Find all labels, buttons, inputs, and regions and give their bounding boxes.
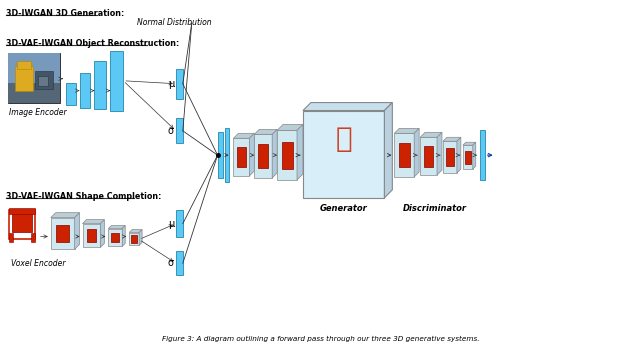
Bar: [51, 218, 75, 249]
Bar: [463, 145, 473, 169]
Bar: [420, 137, 437, 175]
Polygon shape: [100, 220, 104, 247]
Bar: [35, 71, 52, 89]
Polygon shape: [414, 128, 419, 177]
Text: Image Encoder: Image Encoder: [9, 108, 67, 117]
Bar: [176, 210, 183, 237]
Polygon shape: [443, 137, 461, 141]
Bar: [129, 233, 139, 245]
Text: Discriminator: Discriminator: [403, 204, 467, 213]
Bar: [424, 146, 433, 166]
Polygon shape: [234, 133, 254, 138]
Text: Generator: Generator: [320, 204, 367, 213]
Text: 3D-VAE-IWGAN Shape Completion:: 3D-VAE-IWGAN Shape Completion:: [6, 192, 161, 201]
Text: Voxel Encoder: Voxel Encoder: [11, 259, 65, 268]
Bar: [56, 225, 69, 242]
Polygon shape: [75, 213, 79, 249]
Polygon shape: [437, 132, 442, 175]
Text: 3D-VAE-IWGAN Object Reconstruction:: 3D-VAE-IWGAN Object Reconstruction:: [6, 39, 179, 48]
Bar: [12, 212, 32, 231]
Bar: [15, 66, 33, 91]
Polygon shape: [250, 133, 254, 176]
Bar: [443, 141, 457, 173]
Polygon shape: [51, 213, 79, 218]
Text: μ: μ: [168, 219, 174, 229]
Bar: [83, 224, 100, 247]
Bar: [9, 210, 35, 239]
Bar: [131, 235, 137, 243]
Polygon shape: [272, 129, 277, 178]
Bar: [17, 61, 31, 69]
Bar: [31, 233, 35, 243]
Bar: [9, 208, 35, 214]
Text: Normal Distribution: Normal Distribution: [136, 18, 211, 27]
Bar: [110, 51, 124, 110]
Polygon shape: [297, 125, 303, 180]
Bar: [86, 229, 97, 242]
Polygon shape: [457, 137, 461, 173]
Polygon shape: [254, 129, 277, 134]
Polygon shape: [277, 125, 303, 130]
Bar: [259, 144, 268, 168]
Polygon shape: [463, 142, 476, 145]
Bar: [79, 73, 90, 108]
Text: σ: σ: [168, 258, 174, 268]
Bar: [176, 251, 183, 275]
Bar: [465, 151, 470, 164]
Bar: [38, 76, 48, 86]
Bar: [108, 229, 122, 246]
Bar: [446, 148, 454, 166]
Bar: [399, 143, 410, 167]
Polygon shape: [129, 229, 142, 233]
Bar: [225, 128, 230, 182]
Bar: [234, 138, 250, 176]
Bar: [277, 130, 297, 180]
Bar: [111, 233, 119, 243]
Bar: [237, 147, 246, 167]
Bar: [282, 142, 292, 169]
Bar: [8, 83, 60, 102]
Polygon shape: [83, 220, 104, 224]
Bar: [303, 110, 385, 198]
Polygon shape: [385, 102, 392, 198]
Polygon shape: [303, 102, 392, 110]
Bar: [218, 132, 223, 178]
Polygon shape: [420, 132, 442, 137]
Text: Figure 3: A diagram outlining a forward pass through our three 3D generative sys: Figure 3: A diagram outlining a forward …: [162, 336, 479, 342]
Bar: [394, 133, 414, 177]
Bar: [254, 134, 272, 178]
Polygon shape: [394, 128, 419, 133]
Polygon shape: [122, 226, 125, 246]
Text: μ: μ: [168, 79, 174, 89]
Bar: [9, 233, 13, 243]
Bar: [66, 83, 76, 104]
Text: 3D-IWGAN 3D Generation:: 3D-IWGAN 3D Generation:: [6, 9, 124, 18]
Polygon shape: [139, 229, 142, 245]
Bar: [176, 118, 183, 143]
Polygon shape: [473, 142, 476, 169]
Bar: [8, 53, 60, 102]
Bar: [8, 53, 60, 83]
Bar: [480, 130, 484, 180]
Text: 🪑: 🪑: [335, 125, 352, 153]
Text: σ: σ: [168, 126, 174, 136]
Bar: [176, 69, 183, 99]
Bar: [95, 61, 106, 109]
Polygon shape: [108, 226, 125, 229]
